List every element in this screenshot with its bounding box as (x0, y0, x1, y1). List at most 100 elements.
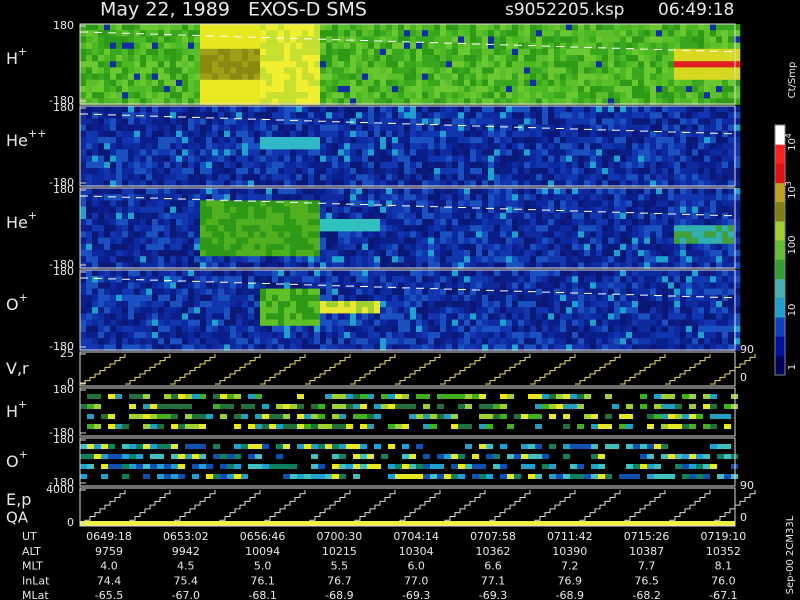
cell (482, 79, 489, 87)
cell (188, 276, 195, 283)
cell (104, 231, 111, 238)
cell (356, 256, 363, 263)
cell (458, 124, 465, 132)
cell (518, 30, 525, 37)
cell (266, 155, 273, 163)
cell (278, 200, 285, 207)
cell (254, 55, 261, 62)
cell (134, 325, 141, 333)
cell (230, 338, 237, 345)
cell (284, 55, 291, 62)
cell (254, 313, 261, 320)
cell (218, 194, 225, 201)
cell (404, 231, 411, 238)
cell (152, 73, 159, 81)
cell (554, 98, 561, 105)
cell (212, 200, 219, 207)
cell (482, 188, 489, 195)
spectrogram (80, 24, 741, 105)
cell (254, 106, 261, 113)
cell (104, 344, 111, 351)
cell (236, 294, 243, 302)
cell (608, 79, 615, 87)
cell (176, 61, 183, 68)
cell (110, 250, 117, 257)
cell (80, 270, 87, 277)
cell (212, 344, 219, 351)
cell (722, 237, 729, 245)
cell (446, 262, 453, 269)
cell (452, 200, 459, 207)
cell (626, 219, 633, 226)
cell (236, 24, 243, 31)
cell (218, 288, 225, 296)
cell (80, 338, 87, 345)
cell (308, 30, 315, 37)
cell (494, 262, 501, 269)
cell (470, 73, 477, 81)
cell (368, 73, 375, 81)
cell (122, 338, 129, 345)
cell (284, 36, 291, 43)
cell (440, 86, 447, 93)
cell (128, 106, 135, 113)
cell (212, 130, 219, 138)
cell (404, 36, 411, 43)
cell (452, 106, 459, 113)
cell (686, 61, 693, 68)
cell (170, 237, 177, 245)
cell (548, 61, 555, 68)
cell (686, 188, 693, 195)
cell (134, 48, 141, 56)
cell (416, 42, 423, 50)
cell (302, 237, 309, 245)
cell (608, 180, 615, 187)
cell (254, 180, 261, 187)
cell (704, 106, 711, 113)
cell (230, 86, 237, 93)
cell (578, 231, 585, 238)
cell (710, 130, 717, 138)
cell (242, 155, 249, 163)
cell (272, 237, 279, 245)
cell (272, 161, 279, 169)
cell (230, 180, 237, 187)
cell (524, 112, 531, 119)
cell (548, 112, 555, 119)
cell (392, 98, 399, 105)
cell (224, 112, 231, 119)
cell (242, 282, 249, 289)
cell (476, 188, 483, 195)
cell (80, 24, 87, 31)
cell (674, 161, 681, 169)
cell (404, 219, 411, 226)
cell (392, 313, 399, 320)
cell (404, 180, 411, 187)
cell (284, 143, 291, 150)
cell (302, 212, 309, 220)
cell (716, 106, 723, 113)
cell (176, 332, 183, 339)
cell (422, 250, 429, 257)
cell (146, 168, 153, 175)
cell (230, 118, 237, 125)
cell (638, 250, 645, 257)
cell (686, 149, 693, 156)
cell (512, 243, 519, 251)
cell (248, 79, 255, 87)
cell (140, 262, 147, 269)
cell (356, 282, 363, 289)
cell (98, 106, 105, 113)
cell (476, 194, 483, 201)
cell (656, 106, 663, 113)
cell (134, 124, 141, 132)
cell (344, 270, 351, 277)
cell (368, 130, 375, 138)
cell (686, 112, 693, 119)
cell (356, 24, 363, 31)
cell (560, 250, 567, 257)
cell (200, 332, 207, 339)
cell (410, 124, 417, 132)
cell (704, 48, 711, 56)
cell (728, 67, 735, 74)
